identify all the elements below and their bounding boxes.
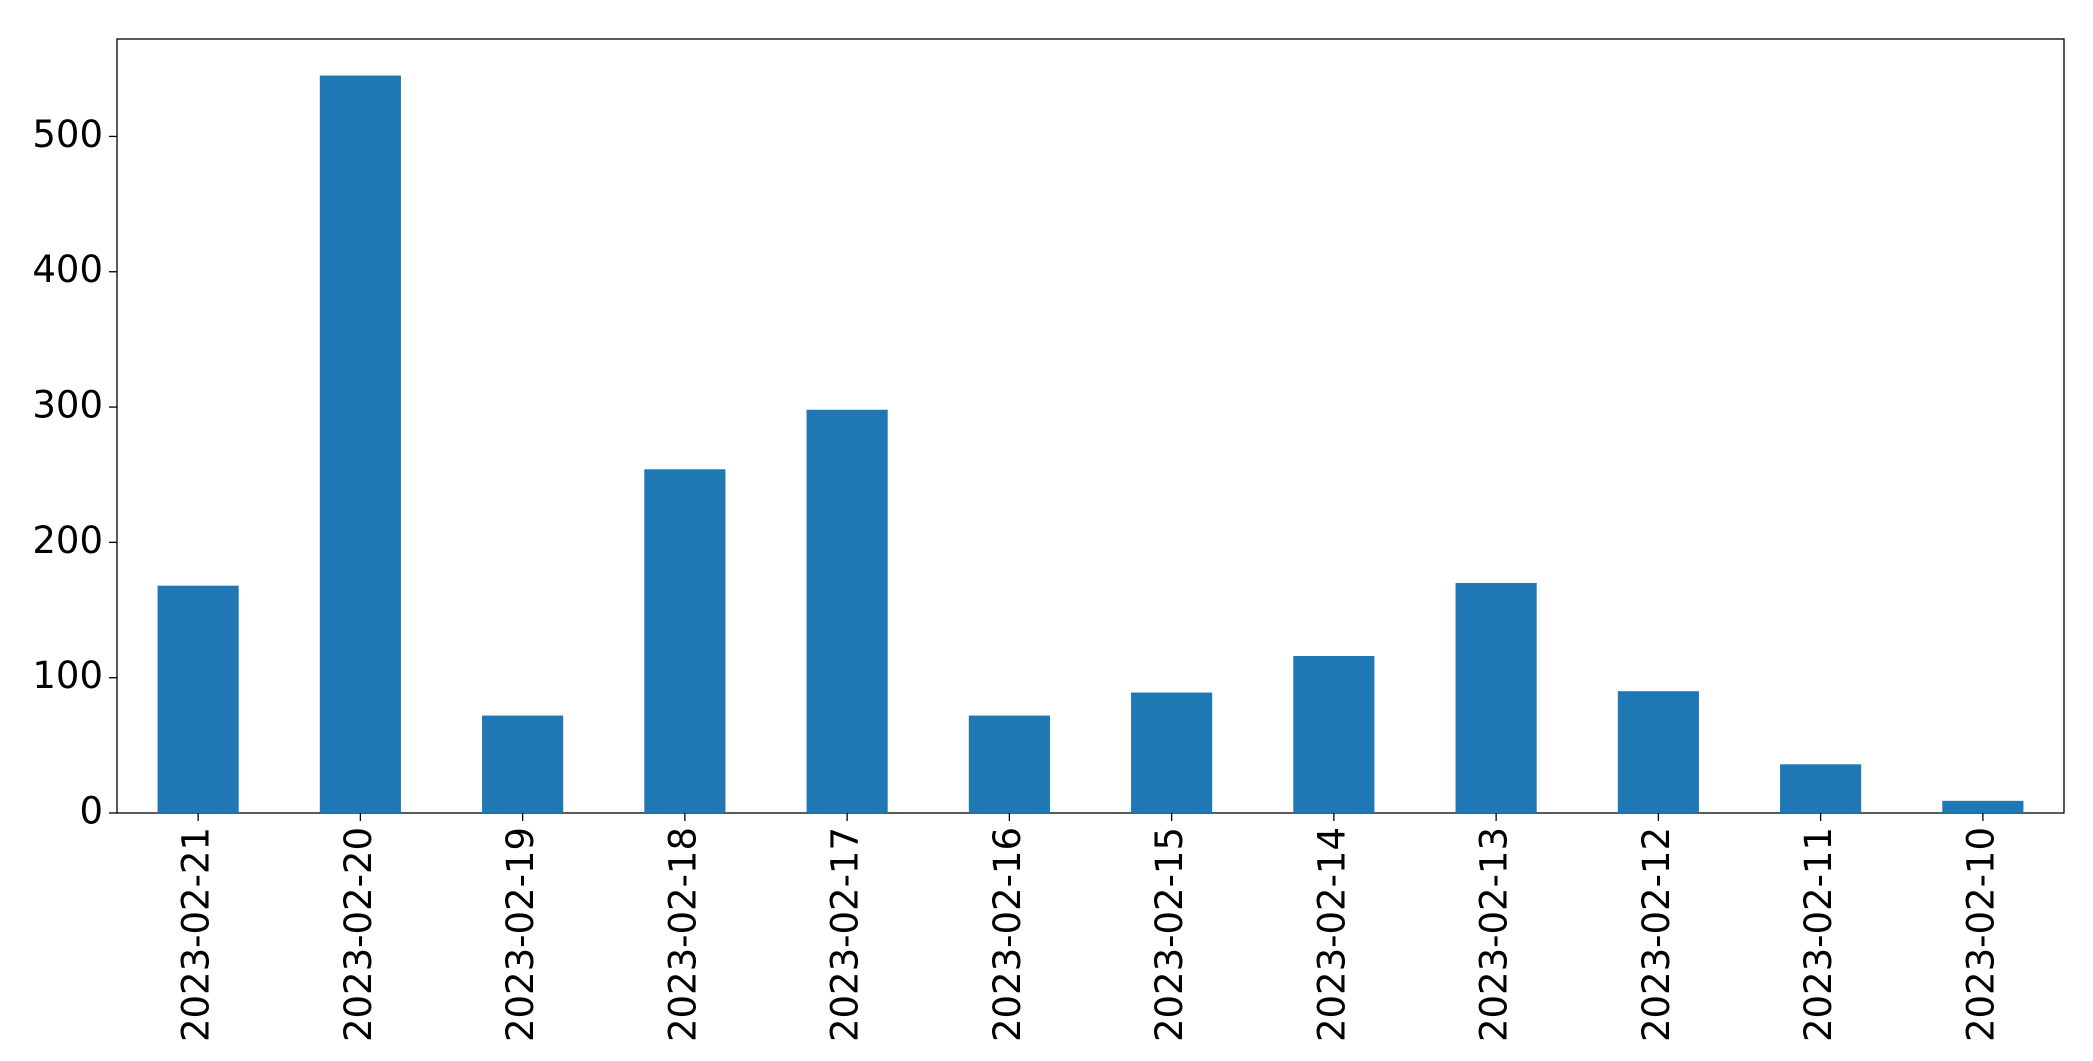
bar: [157, 585, 239, 813]
y-tick-label: 0: [79, 790, 103, 833]
x-tick-label: 2023-02-14: [1310, 827, 1353, 1042]
x-tick-label: 2023-02-21: [175, 827, 218, 1042]
y-tick-label: 400: [32, 248, 103, 291]
bar: [482, 715, 564, 813]
y-tick-label: 300: [32, 384, 103, 427]
bar: [1780, 764, 1862, 813]
x-tick-label: 2023-02-19: [499, 827, 542, 1042]
bar: [1617, 691, 1699, 813]
bar: [806, 409, 888, 813]
bar: [1293, 656, 1375, 813]
x-tick-label: 2023-02-17: [824, 827, 867, 1042]
x-tick-label: 2023-02-12: [1635, 827, 1678, 1042]
x-tick-label: 2023-02-10: [1959, 827, 2002, 1042]
bar: [1131, 692, 1213, 813]
x-tick-label: 2023-02-18: [661, 827, 704, 1042]
bar: [968, 715, 1050, 813]
bar: [644, 469, 726, 813]
x-tick-label: 2023-02-15: [1148, 827, 1191, 1042]
plot-frame: [116, 38, 2065, 814]
x-tick-label: 2023-02-13: [1473, 827, 1516, 1042]
bar: [1942, 800, 2024, 813]
y-tick-label: 100: [32, 654, 103, 697]
x-tick-label: 2023-02-16: [986, 827, 1029, 1042]
y-tick-label: 500: [32, 113, 103, 156]
y-tick-label: 200: [32, 519, 103, 562]
bar: [1455, 582, 1537, 813]
x-tick-label: 2023-02-11: [1797, 827, 1840, 1042]
bar: [319, 75, 401, 813]
x-tick-label: 2023-02-20: [337, 827, 380, 1042]
